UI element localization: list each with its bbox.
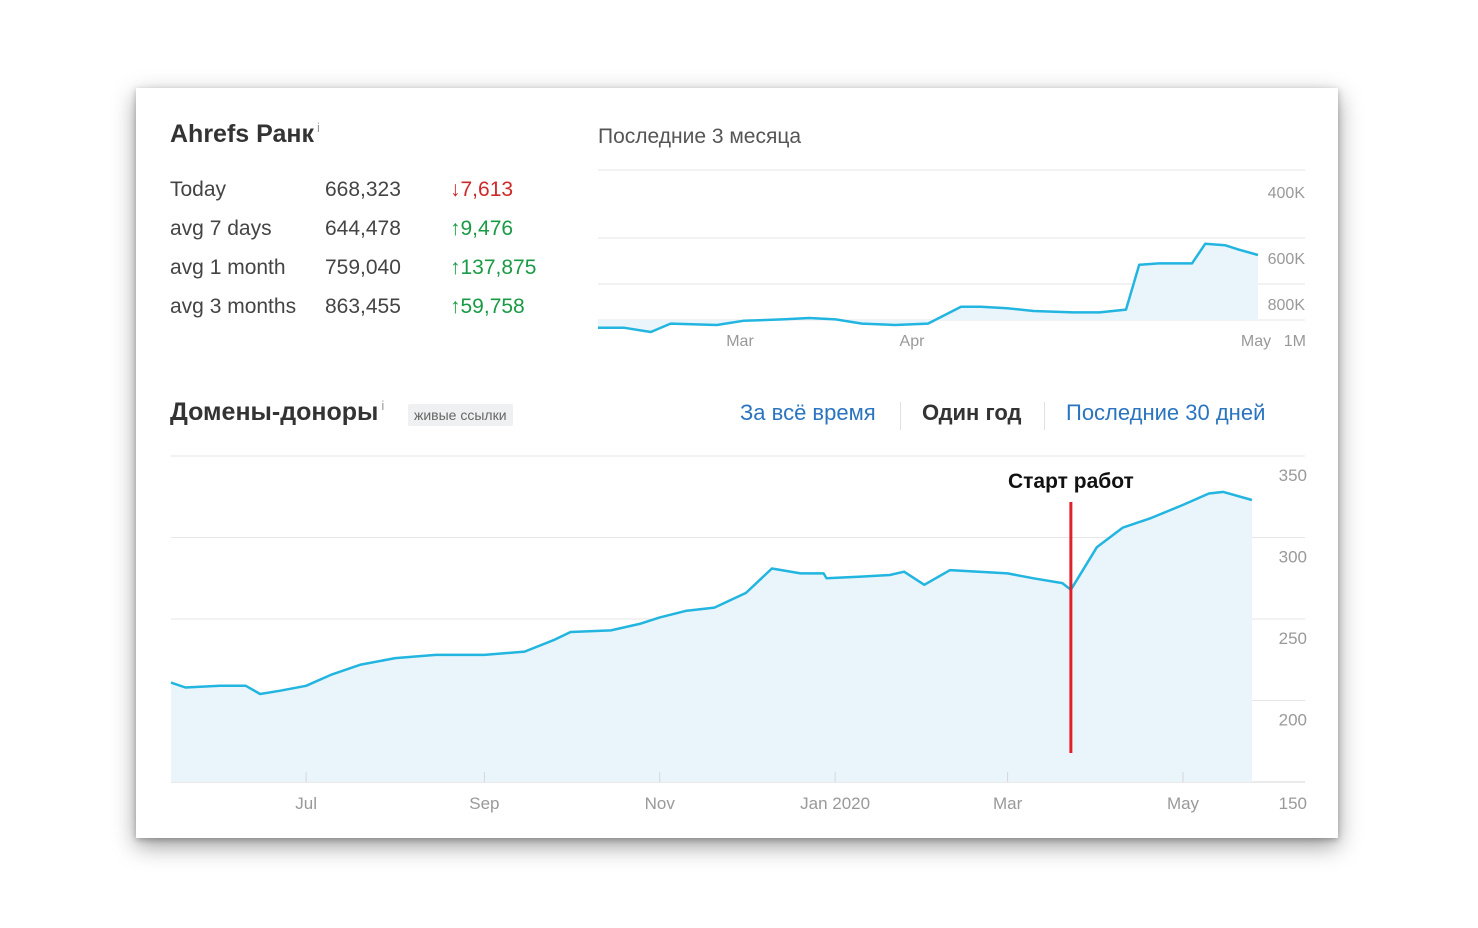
range-last-30-days-link[interactable]: Последние 30 дней <box>1066 400 1266 425</box>
stat-value: 863,455 <box>325 295 401 318</box>
stat-change: ↑137,875 <box>450 256 536 280</box>
stat-label: avg 3 months <box>170 295 297 318</box>
range-one-year-link[interactable]: Один год <box>922 400 1022 425</box>
stat-value: 668,323 <box>325 178 401 201</box>
info-icon[interactable]: i <box>381 398 385 413</box>
stat-change: ↑59,758 <box>450 295 525 319</box>
stat-label: avg 1 month <box>170 256 286 279</box>
stat-change-value: 59,758 <box>460 295 525 318</box>
arrow-up-icon: ↑ <box>450 256 461 279</box>
arrow-up-icon: ↑ <box>450 217 461 240</box>
live-links-badge[interactable]: живые ссылки <box>408 404 513 426</box>
stat-change-value: 137,875 <box>460 256 537 279</box>
stat-change: ↑9,476 <box>450 217 513 241</box>
referring-domains-title-text: Домены-доноры <box>170 398 379 426</box>
stats-card <box>136 88 1338 838</box>
range-separator <box>900 402 901 430</box>
info-icon[interactable]: i <box>317 120 320 135</box>
referring-domains-title: Домены-доноры i <box>170 398 384 427</box>
stat-label: Today <box>170 178 227 201</box>
ahrefs-rank-title-text: Ahrefs Ранк <box>170 120 314 148</box>
mini-chart-title: Последние 3 месяца <box>598 125 802 148</box>
stat-change: ↓7,613 <box>450 178 513 202</box>
range-separator <box>1044 402 1045 430</box>
range-all-time-link[interactable]: За всё время <box>740 400 876 425</box>
stat-change-value: 7,613 <box>460 178 514 201</box>
arrow-down-icon: ↓ <box>450 178 461 201</box>
ahrefs-rank-title: Ahrefs Ранк i <box>170 120 320 149</box>
stat-value: 644,478 <box>325 217 401 240</box>
arrow-up-icon: ↑ <box>450 295 461 318</box>
stat-value: 759,040 <box>325 256 401 279</box>
stat-change-value: 9,476 <box>460 217 514 240</box>
stat-label: avg 7 days <box>170 217 272 240</box>
